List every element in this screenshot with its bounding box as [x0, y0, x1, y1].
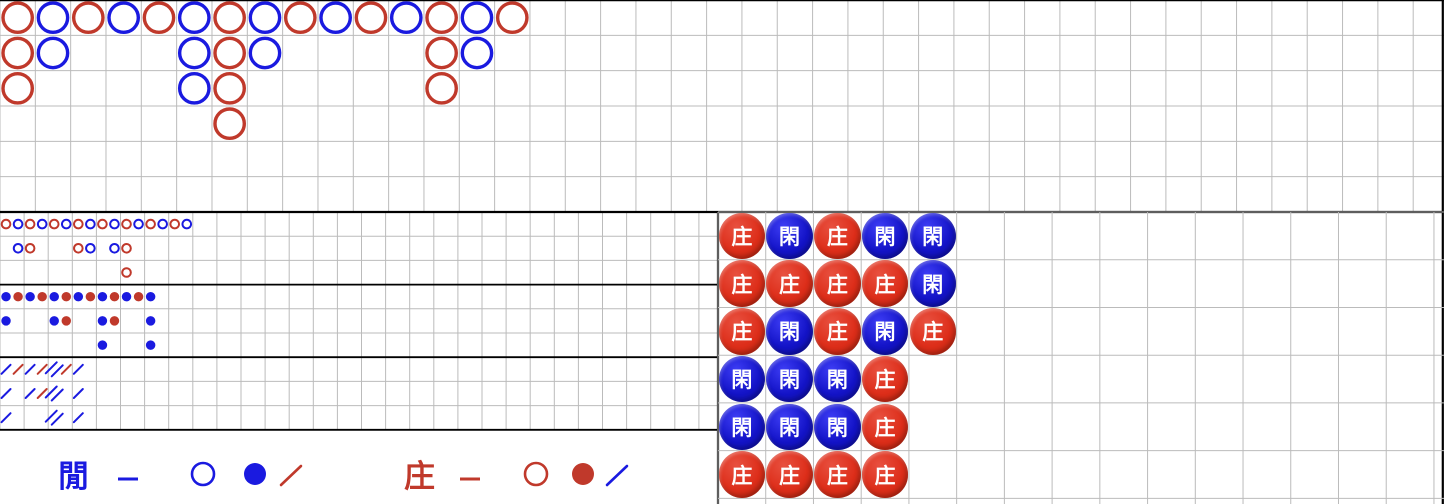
- svg-text:庄: 庄: [404, 459, 435, 494]
- svg-text:閒: 閒: [58, 459, 89, 494]
